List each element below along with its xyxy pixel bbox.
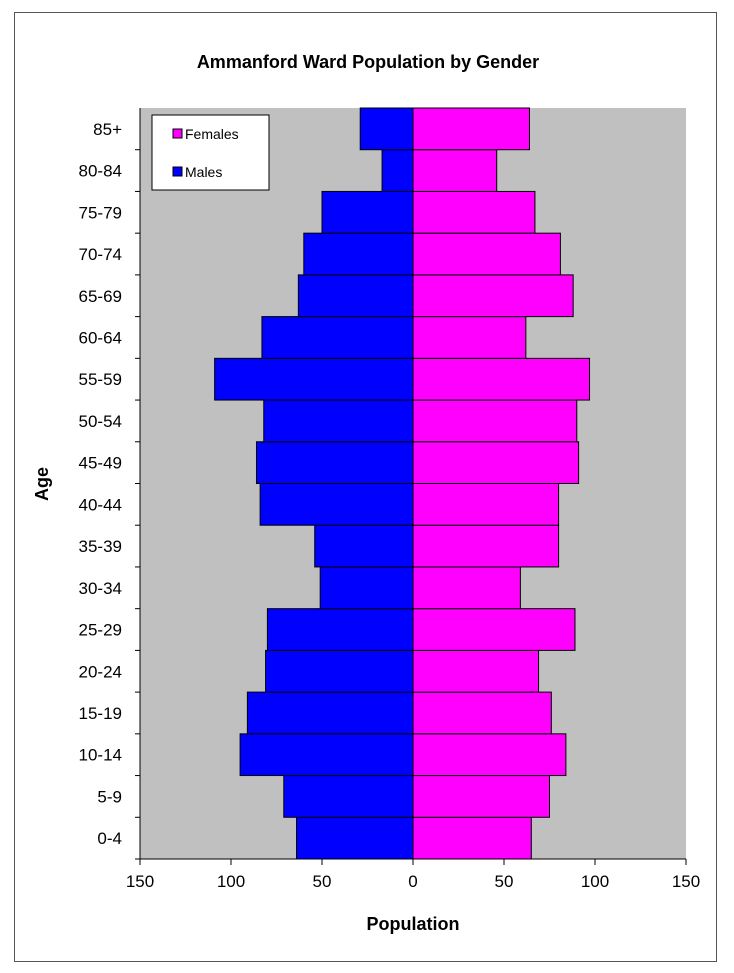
bar-males-5-9 [283, 775, 414, 818]
bar-females-40-44 [412, 483, 560, 526]
bar-males-35-39 [314, 524, 414, 568]
bar-females-0-4 [412, 816, 532, 860]
legend-label-females: Females [185, 126, 239, 142]
bar-males-40-44 [259, 483, 414, 526]
bar-females-85+ [412, 107, 530, 151]
legend-label-males: Males [185, 164, 222, 180]
bar-males-10-14 [239, 733, 414, 777]
y-tick-label: 15-19 [79, 704, 122, 723]
y-tick-label: 70-74 [79, 245, 122, 264]
bar-males-25-29 [266, 608, 414, 651]
bar-females-50-54 [412, 399, 578, 443]
bar-females-15-19 [412, 691, 552, 735]
legend-swatch-males [172, 166, 183, 177]
x-tick-label: 150 [672, 872, 700, 891]
y-tick-label: 45-49 [79, 454, 122, 473]
y-tick-label: 30-34 [79, 579, 122, 598]
bar-males-70-74 [303, 232, 414, 276]
bar-females-65-69 [412, 274, 574, 318]
legend: Females Males [151, 114, 270, 191]
bar-females-70-74 [412, 232, 561, 276]
bar-males-15-19 [246, 691, 414, 735]
bar-females-45-49 [412, 441, 580, 484]
y-tick-label: 25-29 [79, 621, 122, 640]
bar-males-75-79 [321, 190, 414, 234]
bar-males-50-54 [263, 399, 414, 443]
y-tick-label: 20-24 [79, 662, 122, 681]
y-tick-label: 35-39 [79, 537, 122, 556]
y-tick-label: 5-9 [97, 787, 122, 806]
y-tick-label: 80-84 [79, 162, 122, 181]
bar-females-25-29 [412, 608, 576, 651]
y-tick-label: 10-14 [79, 746, 122, 765]
y-tick-label: 55-59 [79, 370, 122, 389]
y-tick-label: 40-44 [79, 495, 122, 514]
bar-females-30-34 [412, 566, 521, 610]
bar-males-60-64 [261, 316, 414, 359]
bar-females-35-39 [412, 524, 560, 568]
y-tick-label: 75-79 [79, 203, 122, 222]
y-tick-label: 50-54 [79, 412, 122, 431]
bar-males-45-49 [255, 441, 414, 484]
bar-females-60-64 [412, 316, 527, 359]
y-axis-title: Age [32, 467, 52, 501]
bar-males-65-69 [297, 274, 414, 318]
x-tick-label: 150 [126, 872, 154, 891]
y-tick-label: 60-64 [79, 328, 122, 347]
x-tick-label: 100 [581, 872, 609, 891]
bar-males-85+ [359, 107, 414, 151]
y-tick-label: 65-69 [79, 287, 122, 306]
x-axis-title: Population [367, 914, 460, 934]
bar-males-0-4 [296, 816, 414, 860]
bar-males-30-34 [319, 566, 414, 610]
bar-females-20-24 [412, 649, 540, 693]
bar-females-55-59 [412, 357, 591, 401]
x-tick-label: 50 [495, 872, 514, 891]
bar-males-55-59 [214, 357, 414, 401]
bar-males-80-84 [381, 149, 414, 192]
legend-box [151, 114, 270, 191]
chart-title: Ammanford Ward Population by Gender [197, 52, 539, 72]
bar-males-20-24 [265, 649, 414, 693]
bar-females-75-79 [412, 190, 536, 234]
x-tick-label: 100 [217, 872, 245, 891]
legend-swatch-females [172, 128, 183, 139]
y-tick-label: 85+ [93, 120, 122, 139]
bar-females-10-14 [412, 733, 567, 777]
y-tick-label: 0-4 [97, 829, 122, 848]
x-tick-label: 50 [313, 872, 332, 891]
x-tick-label: 0 [408, 872, 417, 891]
bar-females-5-9 [412, 775, 550, 818]
bar-females-80-84 [412, 149, 498, 192]
